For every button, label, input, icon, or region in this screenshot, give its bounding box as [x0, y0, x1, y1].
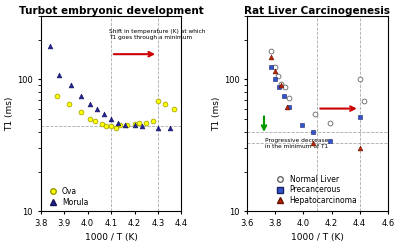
Point: [310, 141, 316, 145]
Point: [166, 126, 173, 130]
Title: Rat Liver Carcinogenesis: Rat Liver Carcinogenesis: [244, 5, 390, 16]
Point: [272, 77, 278, 81]
X-axis label: 1000 / T (K): 1000 / T (K): [85, 233, 138, 243]
Point: [131, 123, 138, 127]
Point: [275, 74, 281, 78]
Point: [361, 99, 367, 103]
Point: [356, 77, 363, 81]
Point: [278, 82, 284, 86]
Point: [268, 64, 274, 68]
Y-axis label: T1 (ms): T1 (ms): [212, 97, 221, 131]
Point: [276, 85, 283, 89]
Point: [77, 94, 84, 98]
Point: [101, 112, 107, 116]
Point: [171, 107, 178, 111]
Point: [299, 123, 305, 127]
Point: [124, 123, 131, 127]
Point: [268, 55, 274, 59]
Point: [54, 94, 60, 98]
Point: [282, 85, 288, 89]
Point: [56, 73, 63, 77]
Text: Progressive decrease
in the minimum of T1: Progressive decrease in the minimum of T…: [266, 138, 329, 149]
Point: [92, 119, 98, 123]
Point: [356, 146, 363, 150]
Point: [327, 139, 333, 143]
Point: [283, 105, 290, 109]
Point: [280, 94, 287, 98]
Point: [112, 126, 119, 130]
Point: [310, 130, 316, 134]
Point: [278, 83, 284, 87]
Legend: Ova, Morula: Ova, Morula: [44, 186, 89, 207]
Point: [155, 99, 161, 103]
Point: [87, 102, 93, 106]
Point: [87, 117, 93, 121]
Point: [66, 102, 72, 106]
Point: [68, 83, 74, 87]
Point: [131, 122, 138, 126]
Point: [155, 126, 161, 130]
Point: [122, 123, 128, 127]
Point: [268, 49, 274, 53]
Point: [286, 105, 292, 109]
Point: [356, 115, 363, 119]
Point: [108, 124, 114, 128]
Point: [143, 121, 150, 124]
Point: [327, 121, 333, 124]
Point: [312, 112, 318, 116]
X-axis label: 1000 / T (K): 1000 / T (K): [291, 233, 344, 243]
Point: [136, 121, 142, 124]
Legend: Normal Liver, Precancerous, Hepatocarcinoma: Normal Liver, Precancerous, Hepatocarcin…: [272, 174, 358, 206]
Point: [138, 124, 145, 128]
Point: [162, 102, 168, 106]
Point: [286, 96, 292, 100]
Point: [117, 123, 124, 127]
Point: [272, 69, 278, 73]
Point: [108, 117, 114, 121]
Point: [115, 121, 121, 124]
Title: Turbot embryonic development: Turbot embryonic development: [19, 5, 204, 16]
Y-axis label: T1 (ms): T1 (ms): [6, 97, 14, 131]
Point: [150, 119, 156, 123]
Point: [103, 124, 110, 128]
Point: [47, 44, 53, 48]
Point: [94, 107, 100, 111]
Text: Shift in temperature (K) at which
T1 goes through a minimum: Shift in temperature (K) at which T1 goe…: [109, 29, 205, 40]
Point: [98, 122, 105, 126]
Point: [77, 110, 84, 114]
Point: [272, 64, 278, 68]
